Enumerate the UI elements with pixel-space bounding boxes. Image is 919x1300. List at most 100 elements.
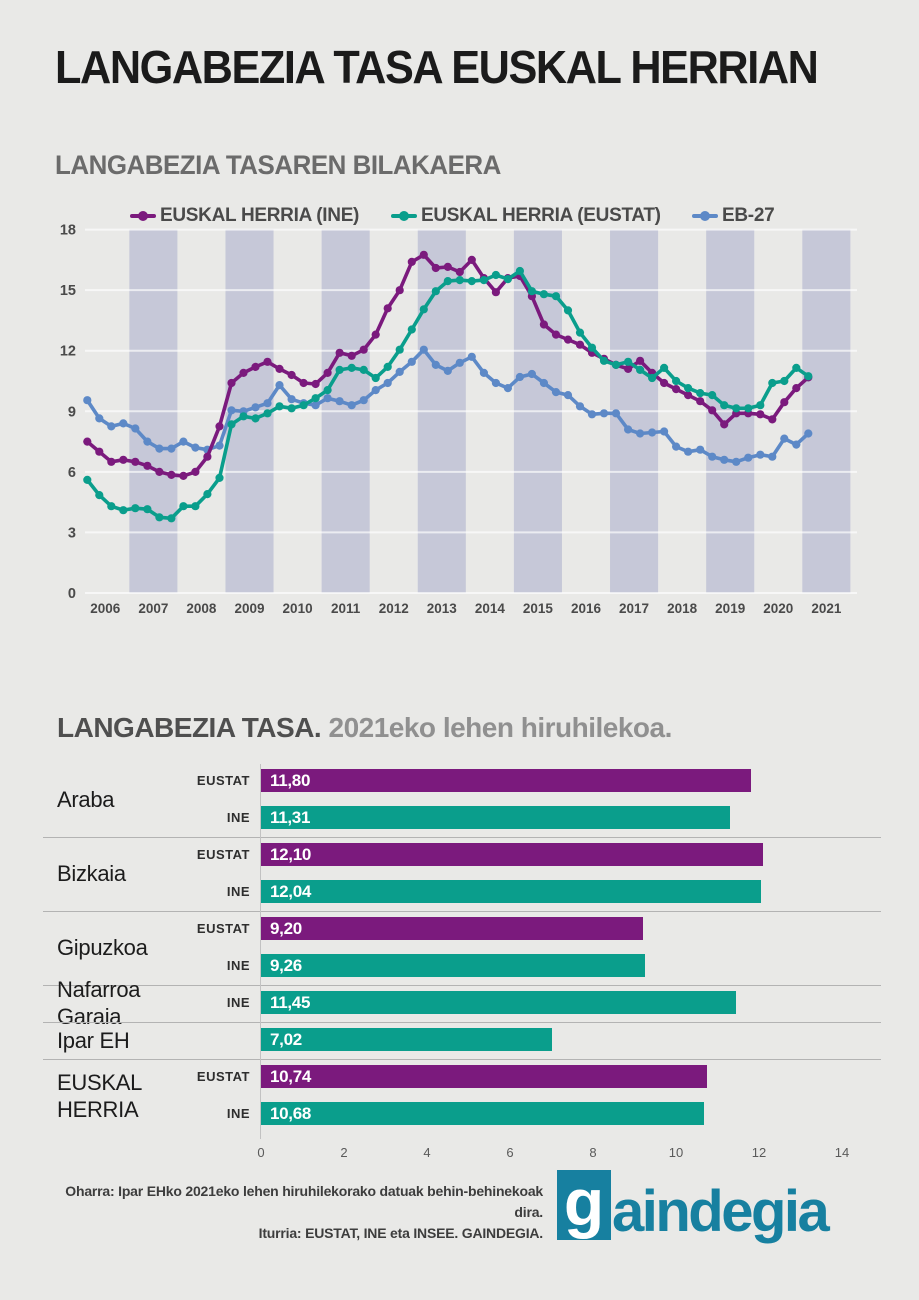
data-point (792, 363, 801, 372)
data-point (684, 447, 693, 456)
bar-source-label-eustat: EUSTAT (196, 1069, 250, 1084)
bar-value-label: 11,45 (270, 992, 311, 1012)
data-point (648, 428, 657, 437)
y-axis-label-18: 18 (60, 223, 76, 239)
bar-gipuzkoa-ine: 9,26 (261, 954, 646, 977)
data-point (479, 368, 488, 377)
data-point (179, 437, 188, 446)
legend-item-euskal-herria-ine-: EUSKAL HERRIA (INE) (130, 204, 359, 228)
data-point (503, 275, 512, 284)
data-point (419, 250, 428, 259)
x-axis-label-2010: 2010 (283, 601, 313, 616)
data-point (792, 384, 801, 393)
gaindegia-logo-g-icon: g (563, 1165, 605, 1239)
data-point (599, 409, 609, 418)
legend-label: EUSKAL HERRIA (EUSTAT) (421, 205, 661, 226)
bar-value-label: 10,74 (270, 1066, 312, 1086)
data-point (203, 452, 212, 461)
data-point (83, 475, 92, 484)
bar-x-tick-8: 8 (589, 1145, 597, 1160)
data-point (563, 335, 573, 344)
bar-value-label: 11,31 (270, 807, 311, 827)
data-point (575, 402, 585, 411)
bar-bizkaia-ine: 12,04 (261, 880, 761, 903)
bar-chart-section-title: LANGABEZIA TASA. 2021eko lehen hiruhilek… (57, 712, 857, 744)
data-point (287, 404, 296, 413)
data-point (491, 288, 500, 297)
group-separator (43, 911, 881, 912)
footer-note-line1: Oharra: Ipar EHko 2021eko lehen hiruhile… (65, 1183, 543, 1220)
data-point (131, 457, 140, 466)
x-axis-label-2013: 2013 (427, 601, 458, 616)
data-point (323, 386, 332, 395)
data-point (299, 378, 308, 388)
bar-section-title-strong: LANGABEZIA TASA. (57, 712, 322, 743)
data-point (720, 401, 729, 410)
data-point (636, 365, 645, 374)
data-point (539, 290, 549, 299)
data-point (359, 396, 368, 405)
data-point (804, 429, 813, 438)
bar-nafarroa-garaia-ine: 11,45 (261, 991, 737, 1014)
data-point (371, 330, 380, 339)
bar-value-label: 9,20 (270, 918, 302, 938)
x-axis-label-2015: 2015 (523, 601, 554, 616)
data-point (335, 397, 344, 406)
data-point (780, 376, 789, 386)
y-axis-label-9: 9 (68, 404, 76, 420)
data-point (684, 384, 693, 393)
y-axis-label-3: 3 (68, 525, 76, 541)
data-point (419, 345, 428, 354)
bar-x-tick-0: 0 (257, 1145, 265, 1160)
data-point (407, 325, 416, 334)
bar-x-tick-12: 12 (751, 1145, 767, 1160)
data-point (732, 404, 741, 413)
bar-x-tick-10: 10 (668, 1145, 684, 1160)
bar-section-title-rest: 2021eko lehen hiruhilekoa. (321, 712, 672, 743)
data-point (155, 444, 164, 453)
data-point (756, 401, 765, 410)
x-axis-label-2019: 2019 (715, 601, 745, 616)
x-axis-label-2007: 2007 (138, 601, 168, 616)
bar-group-label-ipar-eh: Ipar EH (57, 1027, 130, 1053)
data-point (251, 403, 260, 412)
data-point (708, 452, 717, 461)
data-point (515, 266, 525, 276)
bar-bizkaia-eustat: 12,10 (261, 843, 764, 866)
data-point (648, 373, 657, 383)
data-point (467, 352, 476, 361)
data-point (467, 255, 476, 264)
page-title: LANGABEZIA TASA EUSKAL HERRIAN (55, 41, 819, 93)
data-point (443, 277, 452, 286)
x-axis-label-2020: 2020 (763, 601, 793, 616)
data-point (672, 442, 681, 451)
data-point (768, 378, 777, 388)
data-point (720, 420, 729, 429)
data-point (684, 391, 693, 400)
data-point (167, 444, 176, 453)
data-point (383, 378, 392, 388)
data-point (131, 424, 140, 433)
data-point (227, 420, 236, 429)
data-point (311, 379, 320, 389)
data-point (744, 404, 753, 413)
bar-source-label-ine: INE (226, 995, 250, 1010)
data-point (624, 357, 633, 366)
data-point (636, 356, 645, 365)
data-point (587, 410, 597, 419)
bar-gipuzkoa-eustat: 9,20 (261, 917, 643, 940)
data-point (191, 467, 200, 476)
data-point (455, 276, 464, 285)
data-point (467, 277, 476, 286)
data-point (672, 385, 681, 394)
data-point (131, 504, 140, 513)
data-point (311, 394, 320, 403)
bar-source-label-ine: INE (226, 958, 250, 973)
data-point (720, 455, 729, 464)
data-point (491, 270, 500, 280)
data-point (527, 369, 537, 379)
data-point (95, 414, 104, 423)
data-point (143, 505, 152, 514)
data-point (599, 356, 609, 365)
data-point (515, 372, 525, 382)
